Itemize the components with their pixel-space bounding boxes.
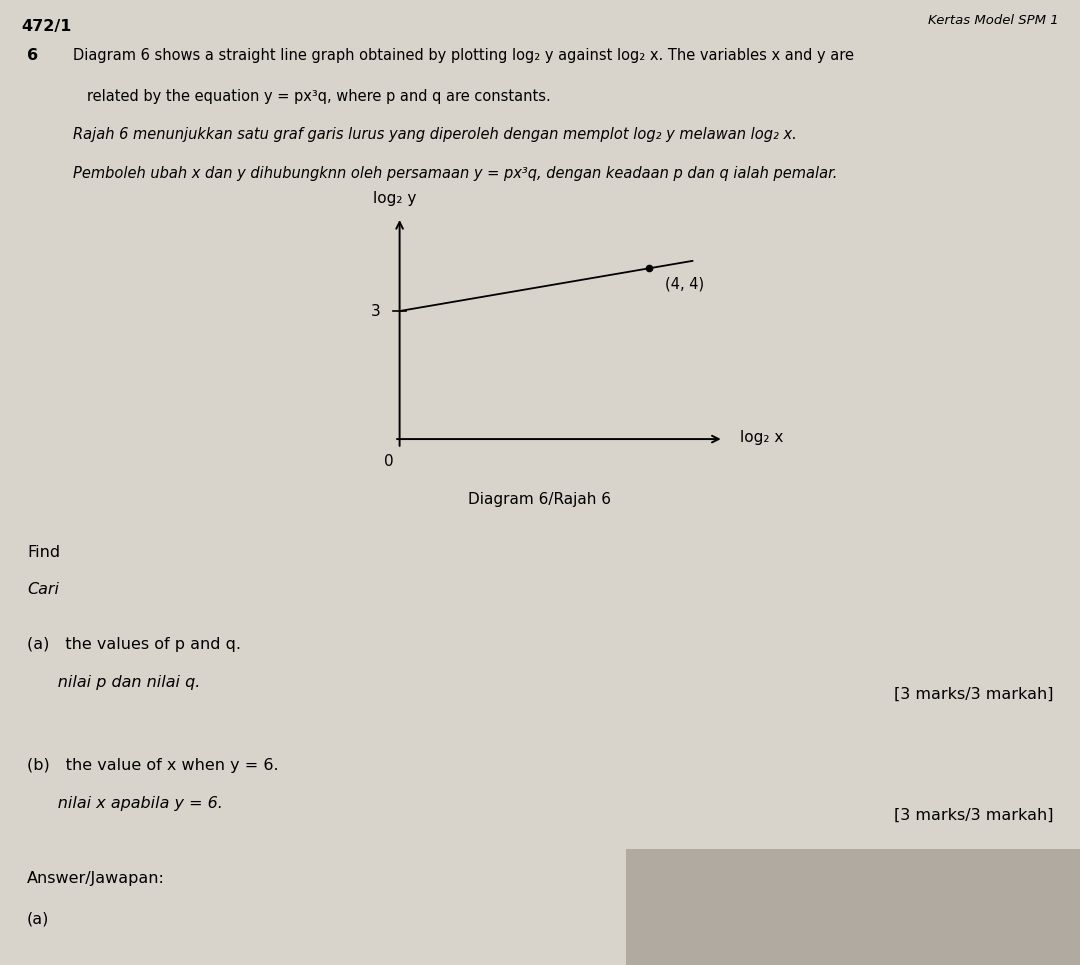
Text: Diagram 6 shows a straight line graph obtained by plotting log₂ y against log₂ x: Diagram 6 shows a straight line graph ob… <box>73 48 854 64</box>
Text: 3: 3 <box>370 304 380 318</box>
Text: (a) the values of p and q.: (a) the values of p and q. <box>27 637 241 652</box>
Text: (b) the value of x when y = 6.: (b) the value of x when y = 6. <box>27 758 279 773</box>
Text: nilai x apabila y = 6.: nilai x apabila y = 6. <box>27 796 222 812</box>
Text: Rajah 6 menunjukkan satu graf garis lurus yang diperoleh dengan memplot log₂ y m: Rajah 6 menunjukkan satu graf garis luru… <box>73 127 797 143</box>
Text: Cari: Cari <box>27 582 59 597</box>
Bar <box>626 849 1080 965</box>
Text: 0: 0 <box>384 454 393 469</box>
Text: log₂ y: log₂ y <box>373 190 416 206</box>
Text: log₂ x: log₂ x <box>740 429 783 445</box>
Text: [3 marks/3 markah]: [3 marks/3 markah] <box>893 808 1053 823</box>
Text: Pemboleh ubah x dan y dihubungknn oleh persamaan y = px³q, dengan keadaan p dan : Pemboleh ubah x dan y dihubungknn oleh p… <box>73 166 838 181</box>
Text: related by the equation y = px³q, where p and q are constants.: related by the equation y = px³q, where … <box>73 89 551 104</box>
Text: nilai p dan nilai q.: nilai p dan nilai q. <box>27 676 201 691</box>
Text: (4, 4): (4, 4) <box>665 276 704 291</box>
Text: Diagram 6/Rajah 6: Diagram 6/Rajah 6 <box>469 492 611 508</box>
Text: 6: 6 <box>27 48 38 64</box>
Text: Answer/Jawapan:: Answer/Jawapan: <box>27 871 165 887</box>
Text: Kertas Model SPM 1: Kertas Model SPM 1 <box>928 14 1058 27</box>
Text: Find: Find <box>27 545 60 561</box>
Text: [3 marks/3 markah]: [3 marks/3 markah] <box>893 687 1053 703</box>
Text: 472/1: 472/1 <box>22 19 72 35</box>
Text: (a): (a) <box>27 912 50 927</box>
